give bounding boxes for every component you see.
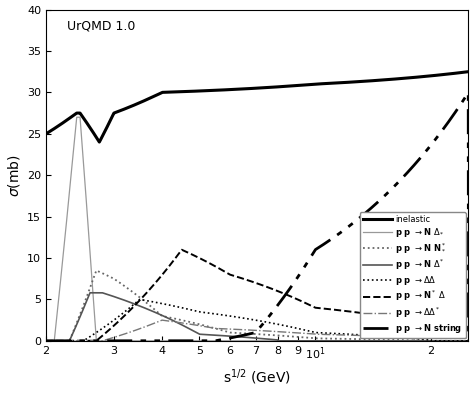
p p $\rightarrow$N $\Delta^*$ — [465, 338, 471, 343]
inelastic — [465, 69, 471, 74]
p p $\rightarrow$$\Delta\Delta^*$ — [65, 338, 71, 343]
Line: p p $\rightarrow$N N$^*_*$: p p $\rightarrow$N N$^*_*$ — [46, 270, 468, 341]
inelastic — [43, 131, 49, 136]
p p $\rightarrow$N $\Delta^*$ — [237, 334, 243, 339]
p p $\rightarrow$N string — [237, 334, 243, 338]
p p $\rightarrow$$\Delta\Delta^*$ — [249, 328, 255, 332]
p p $\rightarrow$N$^*$ $\Delta$ — [237, 275, 243, 280]
X-axis label: s$^{1/2}$ (GeV): s$^{1/2}$ (GeV) — [223, 368, 291, 387]
p p $\rightarrow$N string — [465, 338, 471, 343]
p p $\rightarrow$N $\Delta^*$ — [453, 338, 459, 343]
p p $\rightarrow$N $\Delta_*$ — [465, 338, 471, 343]
Line: p p $\rightarrow$$\Delta\Delta^*$: p p $\rightarrow$$\Delta\Delta^*$ — [46, 320, 468, 341]
p p $\rightarrow$N $\Delta^*$ — [65, 338, 71, 343]
Line: p p $\rightarrow$$\Delta\Delta$: p p $\rightarrow$$\Delta\Delta$ — [46, 299, 468, 341]
p p $\rightarrow$N $\Delta^*$ — [87, 290, 93, 295]
p p $\rightarrow$$\Delta\Delta^*$ — [237, 327, 243, 332]
p p $\rightarrow$$\Delta\Delta$ — [454, 338, 459, 343]
inelastic — [65, 117, 71, 122]
p p $\rightarrow$$\Delta\Delta$ — [249, 317, 255, 322]
p p $\rightarrow$N $\Delta_*$ — [237, 338, 243, 343]
p p $\rightarrow$N N$^*_*$ — [43, 338, 49, 343]
p p $\rightarrow$N N$^*_*$ — [249, 331, 255, 336]
p p $\rightarrow$N$^*$ $\Delta$ — [249, 279, 255, 284]
Line: p p $\rightarrow$N $\Delta^*$: p p $\rightarrow$N $\Delta^*$ — [46, 293, 468, 341]
inelastic — [376, 78, 382, 83]
p p $\rightarrow$N$^*$ $\Delta$ — [376, 313, 382, 318]
p p $\rightarrow$$\Delta\Delta$ — [43, 338, 49, 343]
p p $\rightarrow$N $\Delta^*$ — [43, 338, 49, 343]
p p $\rightarrow$$\Delta\Delta$ — [137, 297, 143, 302]
Line: p p $\rightarrow$N string: p p $\rightarrow$N string — [46, 93, 468, 341]
p p $\rightarrow$N N$^*_*$ — [465, 338, 471, 343]
p p $\rightarrow$$\Delta\Delta^*$ — [465, 336, 471, 341]
p p $\rightarrow$N $\Delta_*$ — [43, 338, 49, 343]
Line: p p $\rightarrow$N$^*$ $\Delta$: p p $\rightarrow$N$^*$ $\Delta$ — [46, 250, 468, 341]
inelastic — [249, 86, 255, 91]
p p $\rightarrow$N string — [465, 90, 471, 95]
p p $\rightarrow$N $\Delta^*$ — [454, 338, 459, 343]
p p $\rightarrow$$\Delta\Delta^*$ — [159, 318, 165, 323]
p p $\rightarrow$N $\Delta^*$ — [249, 335, 255, 340]
p p $\rightarrow$$\Delta\Delta^*$ — [454, 336, 459, 341]
p p $\rightarrow$N$^*$ $\Delta$ — [65, 338, 71, 343]
Text: UrQMD 1.0: UrQMD 1.0 — [67, 20, 136, 33]
p p $\rightarrow$N N$^*_*$ — [93, 268, 99, 273]
p p $\rightarrow$$\Delta\Delta$ — [453, 338, 459, 343]
p p $\rightarrow$N string — [453, 108, 459, 113]
p p $\rightarrow$N$^*$ $\Delta$ — [454, 325, 459, 329]
p p $\rightarrow$N N$^*_*$ — [376, 337, 382, 342]
p p $\rightarrow$N string — [376, 199, 382, 204]
p p $\rightarrow$N $\Delta^*$ — [376, 338, 382, 343]
p p $\rightarrow$N N$^*_*$ — [65, 338, 71, 343]
Line: p p $\rightarrow$N $\Delta_*$: p p $\rightarrow$N $\Delta_*$ — [46, 117, 468, 341]
p p $\rightarrow$N N$^*_*$ — [453, 338, 459, 343]
Line: inelastic: inelastic — [46, 72, 468, 142]
p p $\rightarrow$N $\Delta_*$ — [454, 338, 459, 343]
p p $\rightarrow$N string — [249, 331, 255, 336]
p p $\rightarrow$N string — [453, 109, 459, 114]
p p $\rightarrow$N$^*$ $\Delta$ — [43, 338, 49, 343]
p p $\rightarrow$$\Delta\Delta^*$ — [43, 338, 49, 343]
p p $\rightarrow$N $\Delta_*$ — [74, 115, 80, 119]
p p $\rightarrow$N $\Delta_*$ — [65, 208, 71, 213]
p p $\rightarrow$N N$^*_*$ — [454, 338, 459, 343]
p p $\rightarrow$N string — [43, 338, 49, 343]
inelastic — [237, 87, 243, 92]
p p $\rightarrow$$\Delta\Delta$ — [376, 334, 382, 338]
p p $\rightarrow$N $\Delta_*$ — [453, 338, 459, 343]
inelastic — [454, 71, 459, 75]
p p $\rightarrow$N $\Delta_*$ — [249, 338, 255, 343]
p p $\rightarrow$N$^*$ $\Delta$ — [465, 326, 471, 331]
Legend: inelastic, p p $\rightarrow$N $\Delta_*$, p p $\rightarrow$N N$^*_*$, p p $\righ: inelastic, p p $\rightarrow$N $\Delta_*$… — [360, 212, 466, 338]
p p $\rightarrow$N N$^*_*$ — [237, 331, 243, 336]
inelastic — [453, 71, 459, 75]
p p $\rightarrow$N$^*$ $\Delta$ — [179, 247, 184, 252]
p p $\rightarrow$$\Delta\Delta$ — [65, 338, 71, 343]
p p $\rightarrow$$\Delta\Delta^*$ — [453, 336, 459, 341]
p p $\rightarrow$N string — [65, 338, 71, 343]
p p $\rightarrow$N $\Delta_*$ — [376, 338, 382, 343]
p p $\rightarrow$$\Delta\Delta$ — [237, 315, 243, 320]
Y-axis label: $\sigma$(mb): $\sigma$(mb) — [6, 154, 21, 196]
p p $\rightarrow$$\Delta\Delta^*$ — [376, 334, 382, 338]
inelastic — [97, 140, 102, 144]
p p $\rightarrow$N$^*$ $\Delta$ — [453, 325, 459, 329]
p p $\rightarrow$$\Delta\Delta$ — [465, 338, 471, 343]
